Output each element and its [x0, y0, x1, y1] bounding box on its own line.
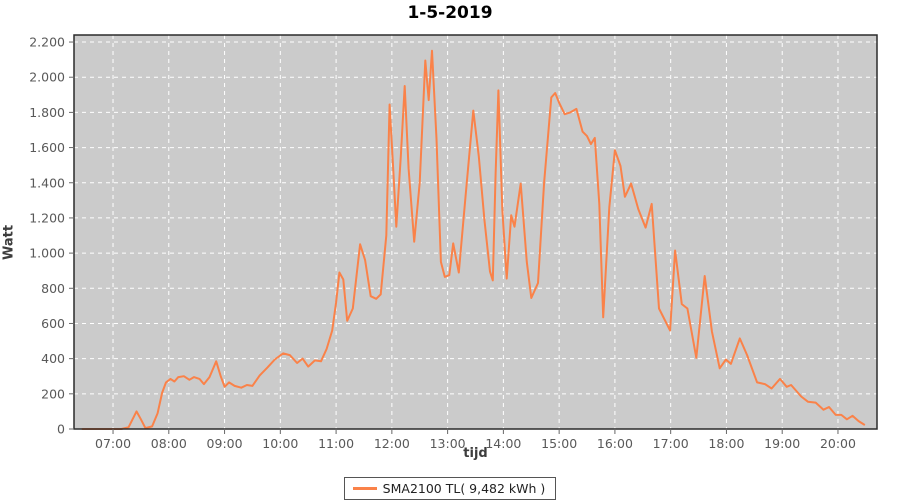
chart-title: 1-5-2019	[407, 3, 493, 23]
legend-series-label: SMA2100 TL( 9,482 kWh )	[382, 481, 546, 496]
x-tick-label: 14:00	[485, 436, 521, 451]
x-tick-label: 08:00	[151, 436, 187, 451]
y-tick-label: 800	[41, 281, 65, 296]
x-axis-label: tijd	[463, 446, 488, 461]
x-tick-label: 16:00	[597, 436, 633, 451]
series-line	[81, 49, 866, 430]
x-tick-label: 12:00	[374, 436, 410, 451]
y-tick-label: 2.200	[29, 35, 65, 50]
y-tick-label: 400	[41, 351, 65, 366]
x-tick-label: 18:00	[708, 436, 744, 451]
y-tick-label: 1.800	[29, 105, 65, 120]
legend-line-swatch	[352, 487, 377, 490]
x-tick-label: 15:00	[541, 436, 577, 451]
y-tick-label: 200	[41, 386, 65, 401]
x-tick-label: 11:00	[318, 436, 354, 451]
y-tick-label: 600	[41, 316, 65, 331]
legend: SMA2100 TL( 9,482 kWh )	[0, 477, 900, 500]
x-tick-label: 19:00	[764, 436, 800, 451]
x-tick-label: 17:00	[653, 436, 689, 451]
y-tick-label: 2.000	[29, 70, 65, 85]
y-tick-label: 1.600	[29, 140, 65, 155]
y-tick-label: 1.200	[29, 210, 65, 225]
x-tick-label: 09:00	[207, 436, 243, 451]
y-tick-label: 1.000	[29, 246, 65, 261]
x-tick-label: 07:00	[95, 436, 131, 451]
y-axis-label: Watt	[1, 224, 17, 261]
x-tick-label: 13:00	[430, 436, 466, 451]
y-tick-label: 1.400	[29, 175, 65, 190]
plot-area	[74, 35, 877, 429]
x-tick-label: 10:00	[262, 436, 298, 451]
x-tick-label: 20:00	[820, 436, 856, 451]
plot-border	[73, 34, 878, 430]
y-tick-label: 0	[57, 422, 65, 437]
legend-box: SMA2100 TL( 9,482 kWh )	[343, 477, 557, 500]
